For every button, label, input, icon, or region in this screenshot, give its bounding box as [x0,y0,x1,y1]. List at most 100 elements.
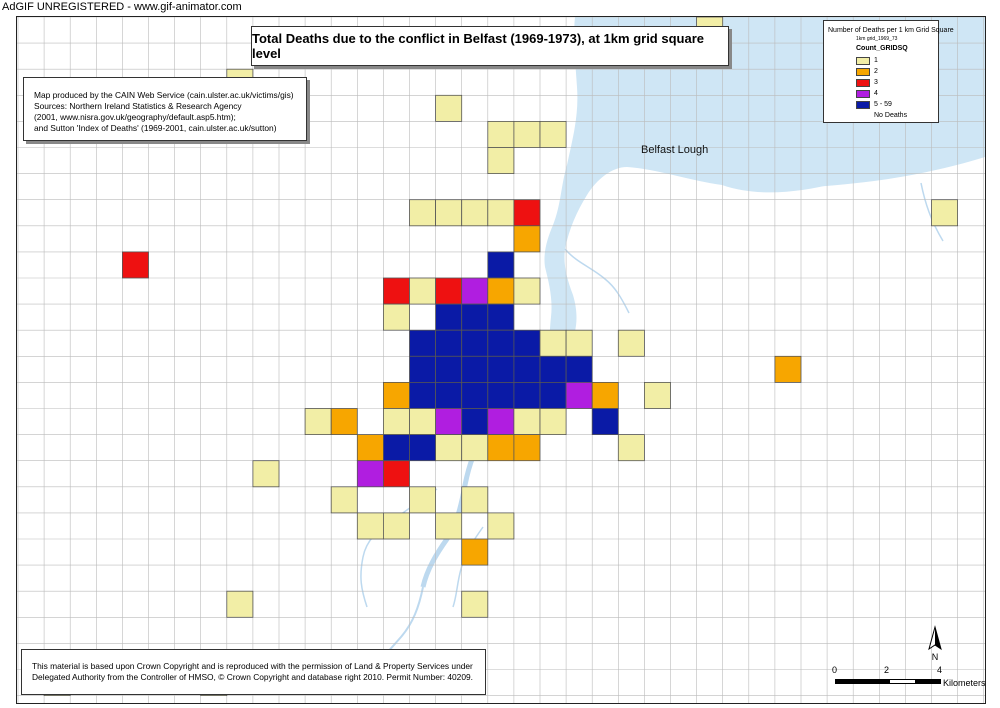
death-count-cell [356,460,384,488]
credits-line: (2001, www.nisra.gov.uk/geography/defaul… [34,112,236,122]
death-count-cell [487,512,515,540]
north-arrow: N [923,625,947,666]
death-count-cell [513,277,541,305]
death-count-cell [461,277,489,305]
death-count-cell [565,355,593,383]
death-count-cell [539,329,567,357]
belfast-lough-upper [722,183,837,193]
death-count-cell [487,408,515,436]
death-count-cell [487,434,515,462]
death-count-cell [513,381,541,409]
death-count-cell [591,408,619,436]
death-count-cell [644,381,671,409]
death-count-cell [774,355,802,383]
map-title: Total Deaths due to the conflict in Belf… [252,31,704,61]
legend-layer-name: 1km grid_1969_73 [856,36,898,42]
death-count-cell [513,434,541,462]
death-count-cell [591,381,619,409]
credits-line: and Sutton 'Index of Deaths' (1969-2001,… [34,123,277,133]
death-count-cell [409,434,437,462]
legend-item-label: 5 - 59 [874,101,892,108]
death-count-cell [356,512,384,540]
death-count-cell [435,434,463,462]
legend-item: 3 [856,77,934,88]
death-count-cell [513,408,541,436]
death-count-cell [409,381,437,409]
death-count-cell [226,590,254,618]
legend-item: No Deaths [856,110,934,121]
death-count-cell [539,381,567,409]
death-count-cell [409,329,437,357]
death-count-cell [382,381,410,409]
copyright-line: Delegated Authority from the Controller … [32,672,473,682]
death-count-cell [409,408,437,436]
scale-bar: 0 2 4 Kilometers [829,665,985,697]
death-count-cell [461,408,489,436]
map-title-box: Total Deaths due to the conflict in Belf… [251,26,729,66]
watermark-text: AdGIF UNREGISTERED - www.gif-animator.co… [0,0,244,14]
death-count-cell [487,303,515,331]
death-count-cell [330,408,358,436]
legend-item-label: 3 [874,79,878,86]
death-count-cell [382,434,410,462]
legend-item: 1 [856,55,934,66]
death-count-cell [487,147,515,175]
legend-swatch [856,111,870,120]
death-count-cell [461,303,489,331]
death-count-cell [409,199,437,227]
legend-field-name: Count_GRIDSQ [856,45,908,52]
legend-swatch [856,78,870,87]
north-arrow-icon: N [928,625,942,662]
death-count-cell [461,486,489,514]
death-count-cell [435,408,463,436]
death-count-cell [461,381,489,409]
death-count-cell [382,303,410,331]
death-count-cell [513,199,541,227]
scale-tick-label: 0 [832,665,838,675]
death-count-cell [435,94,463,122]
death-count-cell [461,199,489,227]
death-count-cell [304,408,332,436]
death-count-cell [487,277,515,305]
death-count-cell [435,303,463,331]
death-count-cell [435,277,463,305]
legend-swatch [856,100,870,109]
death-count-cell [435,381,463,409]
legend-item: 2 [856,66,934,77]
death-count-cell [487,329,515,357]
death-count-cell [487,121,515,148]
death-count-cell [382,512,410,540]
scale-segment-light [889,679,916,684]
death-count-cell [122,251,149,279]
legend-swatch [856,56,870,65]
death-count-cell [539,408,567,436]
death-count-cell [487,355,515,383]
legend-item: 5 - 59 [856,99,934,110]
map-frame: Total Deaths due to the conflict in Belf… [16,16,986,704]
credits-line: Sources: Northern Ireland Statistics & R… [34,101,242,111]
belfast-lough-label: Belfast Lough [641,144,709,156]
death-cells-layer [43,17,959,697]
death-count-cell [409,486,437,514]
credits-line: Map produced by the CAIN Web Service (ca… [34,90,294,100]
death-count-cell [931,199,959,227]
death-count-cell [513,225,541,253]
death-count-cell [617,434,645,462]
death-count-cell [409,277,437,305]
death-count-cell [330,486,358,514]
death-count-cell [461,329,489,357]
legend-swatch [856,89,870,98]
death-count-cell [435,355,463,383]
death-count-cell [513,355,541,383]
legend-box: Number of Deaths per 1 km Grid Square 1k… [823,20,954,123]
death-count-cell [435,512,463,540]
legend-item-label: 4 [874,90,878,97]
credits-box: Map produced by the CAIN Web Service (ca… [23,77,307,141]
death-count-cell [461,538,489,566]
death-count-cell [461,355,489,383]
death-count-cell [461,434,489,462]
scale-segment-dark [835,679,889,684]
death-count-cell [539,121,567,148]
legend-item-label: 2 [874,68,878,75]
scale-tick-label: 4 [937,665,943,675]
